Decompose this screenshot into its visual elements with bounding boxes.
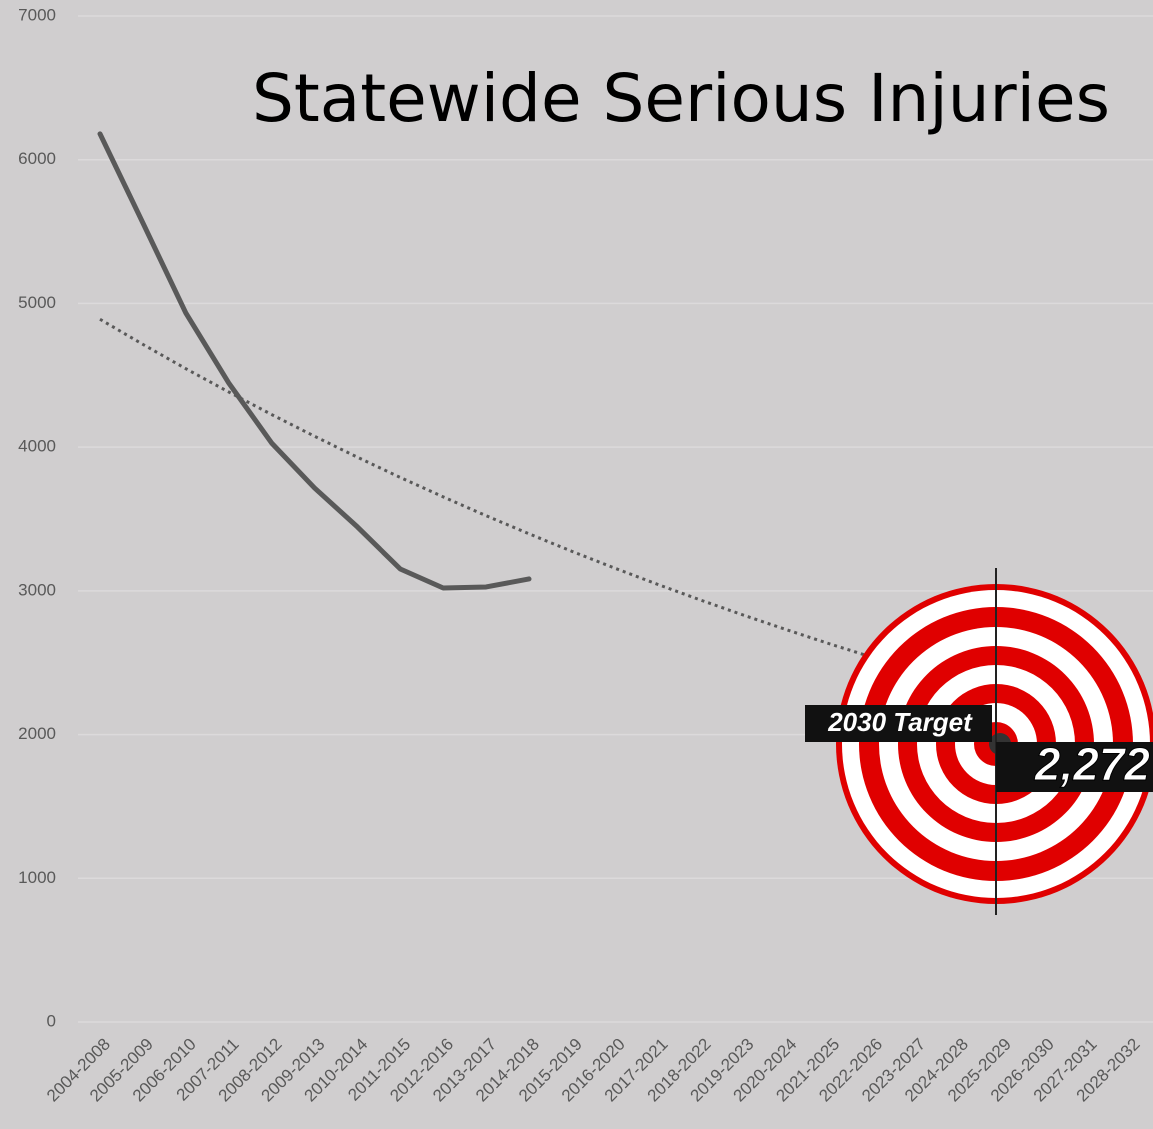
y-tick-label: 7000	[18, 5, 56, 24]
y-tick-label: 4000	[18, 437, 56, 456]
y-tick-label: 1000	[18, 868, 56, 887]
target-value: 2,272	[1034, 738, 1151, 790]
series-line	[97, 131, 532, 591]
target-label: 2030 Target	[827, 707, 973, 737]
y-tick-label: 6000	[18, 149, 56, 168]
y-tick-label: 2000	[18, 724, 56, 743]
y-tick-label: 0	[47, 1011, 56, 1030]
y-tick-label: 3000	[18, 580, 56, 599]
chart-title: Statewide Serious Injuries	[252, 60, 1110, 137]
target-graphic: 2030 Target 2,272	[805, 568, 1153, 915]
series-line	[99, 317, 1002, 697]
y-tick-label: 5000	[18, 293, 56, 312]
